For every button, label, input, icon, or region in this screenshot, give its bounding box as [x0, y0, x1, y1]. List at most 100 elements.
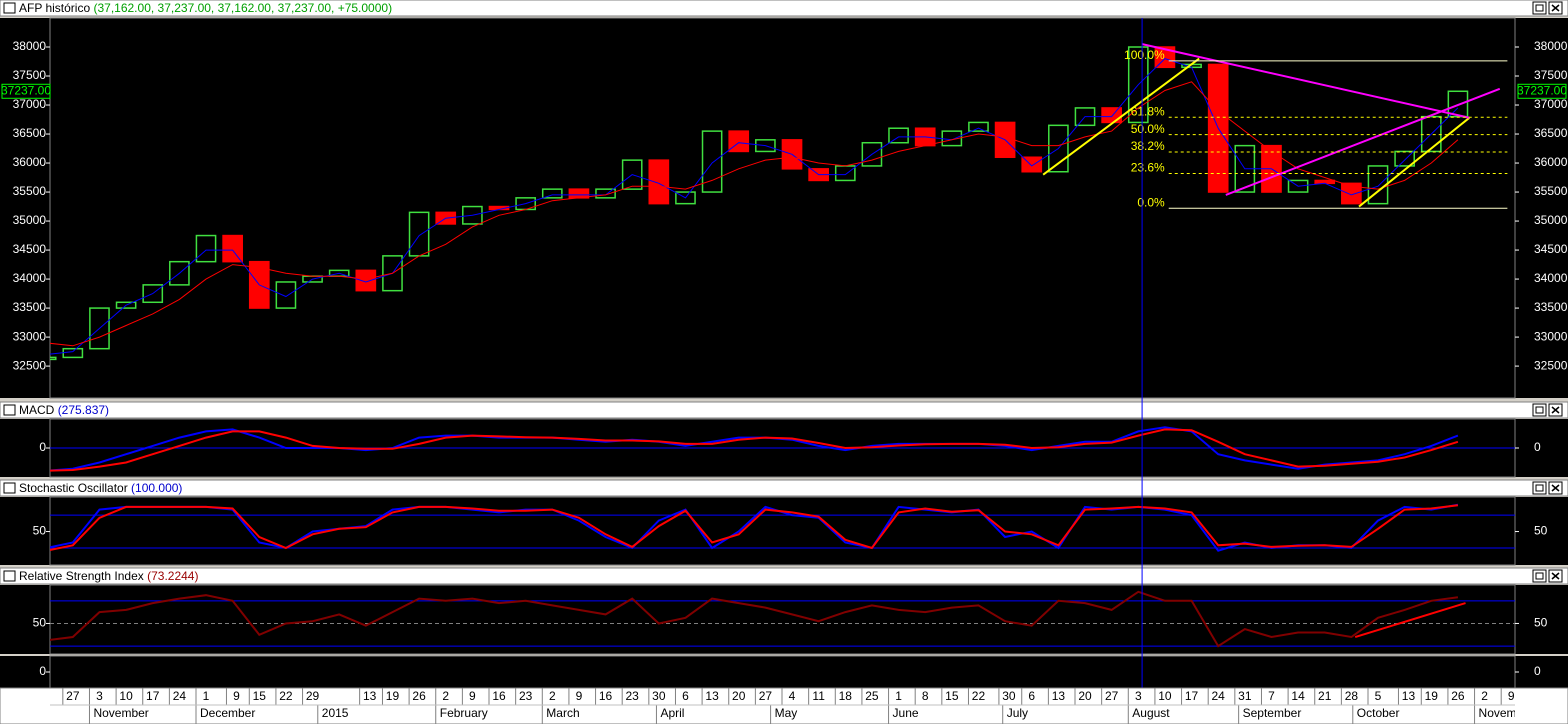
last-price-label: 37237.00: [1, 83, 51, 97]
plot-layer: [50, 503, 1515, 552]
up-box: [888, 127, 909, 144]
x-tick-label: 9: [576, 689, 583, 703]
x-tick-label: 16: [492, 689, 506, 703]
y-tick-label: 32500: [13, 358, 47, 372]
trend-line: [1358, 117, 1470, 208]
panel-background: [0, 656, 1568, 688]
x-tick-label: 14: [1291, 689, 1305, 703]
title-bar: [0, 0, 1568, 17]
up-box: [62, 347, 84, 359]
y-tick-label: 50: [1534, 524, 1548, 538]
window-icon: [3, 482, 16, 494]
up-box: [541, 188, 563, 199]
x-tick-label: 24: [1212, 689, 1226, 703]
month-label: September: [1243, 706, 1302, 720]
x-tick-label: 13: [363, 689, 377, 703]
plot-layer: [50, 43, 1501, 361]
indicator-line: [50, 426, 1459, 472]
month-label: August: [1132, 706, 1170, 720]
trend-line: [1141, 43, 1470, 119]
last-price-box: [1517, 83, 1567, 99]
x-tick-label: 10: [119, 689, 133, 703]
x-tick-label: 30: [652, 689, 666, 703]
down-box: [568, 188, 590, 199]
trend-line: [1042, 57, 1200, 176]
x-tick-label: 1: [203, 689, 210, 703]
y-tick-label: 35000: [13, 213, 47, 227]
maximize-button[interactable]: [1532, 569, 1547, 583]
x-tick-label: 4: [789, 689, 796, 703]
maximize-button[interactable]: [1532, 481, 1547, 495]
panel-title-name: Relative Strength Index: [19, 569, 144, 583]
fibonacci-label: 38.2%: [1131, 139, 1165, 153]
x-tick-label: 18: [839, 689, 853, 703]
fibonacci-label: 23.6%: [1131, 161, 1165, 175]
x-tick-label: 10: [1158, 689, 1172, 703]
y-tick-label: 37000: [1534, 97, 1568, 111]
indicator-line: [50, 590, 1459, 648]
y-tick-label: 35500: [1534, 184, 1568, 198]
last-price-label: 37237.00: [1517, 83, 1567, 97]
up-box: [595, 188, 616, 199]
month-label: February: [440, 706, 488, 720]
x-tick-label: 26: [412, 689, 426, 703]
x-tick-label: 3: [96, 689, 103, 703]
y-tick-label: 37500: [13, 68, 47, 82]
month-label: July: [1007, 706, 1028, 720]
panel-title-name: MACD: [19, 403, 55, 417]
x-tick-label: 15: [945, 689, 959, 703]
x-tick-label: 22: [972, 689, 986, 703]
x-tick-label: 29: [306, 689, 320, 703]
y-tick-label: 34500: [13, 242, 47, 256]
plot-frame: [49, 584, 1516, 655]
maximize-button[interactable]: [1532, 403, 1547, 417]
y-tick-label: 0: [1534, 440, 1541, 454]
window-icon: [3, 570, 16, 582]
down-box: [648, 159, 670, 205]
y-tick-label: 36500: [1534, 126, 1568, 140]
x-tick-label: 11: [812, 689, 825, 703]
up-box: [834, 165, 856, 182]
up-box: [195, 234, 217, 263]
panel-background: [0, 497, 1568, 565]
x-tick-label: 7: [1268, 689, 1275, 703]
x-tick-label: 17: [146, 689, 160, 703]
month-label: March: [546, 706, 579, 720]
x-tick-label: 8: [922, 689, 929, 703]
x-tick-label: 5: [1375, 689, 1382, 703]
y-tick-label: 36000: [13, 155, 47, 169]
x-tick-label: 19: [386, 689, 400, 703]
y-tick-label: 35500: [13, 184, 47, 198]
x-tick-label: 25: [865, 689, 879, 703]
y-tick-label: 36000: [1534, 155, 1568, 169]
month-label: 2015: [322, 706, 349, 720]
x-tick-label: 1: [895, 689, 902, 703]
month-label: May: [775, 706, 798, 720]
fibonacci-label: 61.8%: [1131, 104, 1165, 118]
x-tick-label: 9: [1508, 689, 1515, 703]
x-tick-label: 24: [173, 689, 187, 703]
moving-average: [50, 58, 1459, 355]
y-tick-label: 32500: [1534, 358, 1568, 372]
month-label: October: [1357, 706, 1400, 720]
y-tick-label: 36500: [13, 126, 47, 140]
down-box: [1154, 46, 1176, 69]
fibonacci-label: 0.0%: [1137, 195, 1165, 209]
down-box: [222, 234, 243, 263]
maximize-button[interactable]: [1532, 1, 1547, 15]
y-tick-label: 0: [39, 664, 46, 678]
month-label: June: [893, 706, 919, 720]
y-tick-label: 33500: [13, 300, 47, 314]
date-axis-layer: 27 3 10 17 24 1 9 15 22 29 13 19 26 2 9 16 23 2 9 16 23 30 6 13…: [62, 688, 1515, 724]
panel-title-values: (73.2244): [147, 569, 198, 583]
maximize-box: [1535, 572, 1544, 580]
panel-title: MACD (275.837): [19, 403, 109, 417]
y-tick-label: 0: [39, 440, 46, 454]
maximize-box: [1535, 406, 1544, 414]
x-tick-label: 6: [1028, 689, 1035, 703]
maximize-box: [1535, 4, 1544, 12]
panel-background: [0, 585, 1568, 654]
moving-average: [50, 81, 1459, 347]
x-tick-label: 15: [253, 689, 267, 703]
close-cross: [1551, 4, 1560, 12]
